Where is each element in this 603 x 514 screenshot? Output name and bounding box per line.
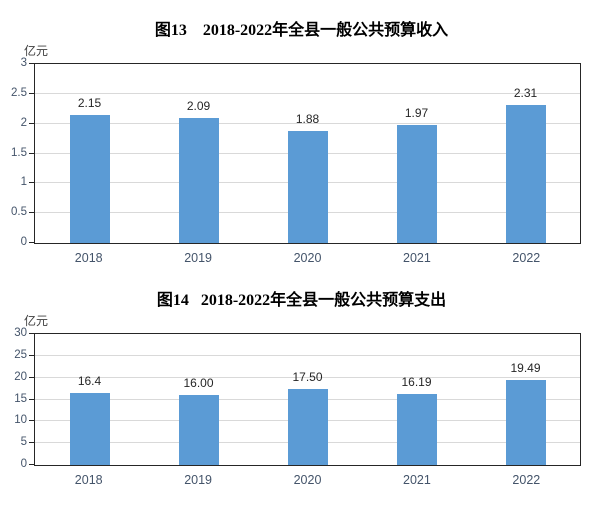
bar-slot-2018: 16.4 bbox=[35, 334, 144, 465]
bar-2020 bbox=[287, 130, 328, 243]
figure13-revenue-chart: 图13 2018-2022年全县一般公共预算收入 亿元 0 0.5 1 1.5 2 2.5… bbox=[0, 20, 603, 266]
x-axis-label-2020: 2020 bbox=[293, 251, 322, 265]
bars-layer: 16.4 16.00 17.50 16.19 19.49 bbox=[35, 334, 580, 465]
y-axis-tick bbox=[29, 398, 34, 400]
y-axis-tick bbox=[29, 242, 34, 243]
gridline bbox=[35, 122, 580, 124]
plot-row: 0 5 10 15 20 25 30 16.4 16.00 17.50 16.19 19.49 bbox=[0, 327, 603, 470]
x-axis-label-2018: 2018 bbox=[74, 473, 103, 487]
y-axis-tick-label: 30 bbox=[14, 327, 27, 339]
y-axis-tick bbox=[29, 122, 34, 124]
x-axis-label-2019: 2019 bbox=[184, 251, 213, 265]
bar-value-label: 1.97 bbox=[404, 106, 429, 121]
bar-2018 bbox=[69, 393, 110, 465]
plot-row: 0 0.5 1 1.5 2 2.5 3 2.15 2.09 1.88 1.97 2.31 bbox=[0, 57, 603, 248]
bar-2022 bbox=[505, 379, 546, 465]
bar-2018 bbox=[69, 114, 110, 243]
y-axis-tick bbox=[29, 333, 34, 334]
y-axis-tick bbox=[29, 92, 34, 94]
x-axis-label-2022: 2022 bbox=[512, 473, 541, 487]
bar-value-label: 19.49 bbox=[510, 360, 541, 375]
y-axis-tick-label: 0.5 bbox=[11, 206, 27, 219]
plot-area: 2.15 2.09 1.88 1.97 2.31 bbox=[29, 63, 581, 244]
x-axis-labels: 2018 2019 2020 2021 2022 bbox=[34, 250, 581, 266]
bar-slot-2020: 1.88 bbox=[253, 64, 362, 243]
bar-slot-2021: 16.19 bbox=[362, 334, 471, 465]
x-axis-label-2021: 2021 bbox=[403, 473, 431, 487]
bar-2021 bbox=[396, 125, 437, 243]
bar-value-label: 2.15 bbox=[77, 95, 102, 110]
y-axis-tick bbox=[29, 442, 34, 444]
x-axis-label-2018: 2018 bbox=[74, 251, 103, 265]
x-axis-label-2021: 2021 bbox=[403, 251, 431, 265]
bar-slot-2019: 2.09 bbox=[144, 64, 253, 243]
bar-2022 bbox=[505, 105, 546, 243]
bar-slot-2020: 17.50 bbox=[253, 334, 362, 465]
y-axis-tick bbox=[29, 212, 34, 214]
bar-2019 bbox=[178, 395, 219, 465]
bar-2019 bbox=[178, 118, 219, 243]
y-axis-tick bbox=[29, 63, 34, 64]
gridline bbox=[35, 92, 580, 94]
bar-slot-2022: 2.31 bbox=[471, 64, 580, 243]
y-axis-tick bbox=[29, 182, 34, 184]
bar-value-label: 2.09 bbox=[186, 99, 211, 114]
y-axis-tick-label: 0 bbox=[20, 458, 27, 470]
y-axis-tick bbox=[29, 152, 34, 154]
y-axis-tick-label: 2.5 bbox=[11, 86, 27, 99]
y-axis-tick-label: 0 bbox=[20, 236, 27, 248]
chart-title-fig13: 图13 2018-2022年全县一般公共预算收入 bbox=[154, 22, 449, 39]
figure14-expenditure-chart: 图14 2018-2022年全县一般公共预算支出 亿元 0 5 10 15 20 25 30… bbox=[0, 290, 603, 488]
bars-layer: 2.15 2.09 1.88 1.97 2.31 bbox=[35, 64, 580, 243]
y-axis-tick bbox=[29, 376, 34, 378]
bar-slot-2019: 16.00 bbox=[144, 334, 253, 465]
y-axis-tick-label: 1.5 bbox=[11, 146, 27, 159]
y-axis-tick bbox=[29, 464, 34, 465]
bar-slot-2018: 2.15 bbox=[35, 64, 144, 243]
y-axis-tick bbox=[29, 354, 34, 356]
x-axis-label-2020: 2020 bbox=[293, 473, 322, 487]
y-axis-tick-label: 3 bbox=[20, 57, 27, 69]
chart-title-fig14: 图14 2018-2022年全县一般公共预算支出 bbox=[156, 292, 447, 309]
y-axis-tick-labels: 0 5 10 15 20 25 30 bbox=[0, 327, 34, 470]
x-axis-label-2019: 2019 bbox=[184, 473, 213, 487]
y-axis-tick bbox=[29, 420, 34, 422]
y-axis-unit-label: 亿元 bbox=[24, 314, 49, 328]
gridline bbox=[35, 354, 580, 356]
y-axis-tick-label: 25 bbox=[14, 348, 27, 361]
bar-2021 bbox=[396, 394, 437, 465]
bar-value-label: 16.19 bbox=[401, 375, 432, 390]
y-axis-tick-label: 2 bbox=[20, 116, 27, 129]
y-axis-unit-label: 亿元 bbox=[24, 44, 49, 58]
bar-value-label: 16.00 bbox=[183, 376, 214, 391]
bar-2020 bbox=[287, 388, 328, 465]
gridline bbox=[35, 376, 580, 378]
bar-value-label: 1.88 bbox=[295, 111, 320, 126]
bar-value-label: 2.31 bbox=[513, 86, 538, 101]
bar-slot-2021: 1.97 bbox=[362, 64, 471, 243]
x-axis-labels: 2018 2019 2020 2021 2022 bbox=[34, 472, 581, 488]
y-axis-tick-label: 15 bbox=[14, 392, 27, 405]
bar-value-label: 17.50 bbox=[292, 369, 323, 384]
y-axis-tick-labels: 0 0.5 1 1.5 2 2.5 3 bbox=[0, 57, 34, 248]
y-axis-tick-label: 10 bbox=[14, 414, 27, 427]
plot-area: 16.4 16.00 17.50 16.19 19.49 bbox=[29, 333, 581, 466]
x-axis-label-2022: 2022 bbox=[512, 251, 541, 265]
bar-slot-2022: 19.49 bbox=[471, 334, 580, 465]
y-axis-tick-label: 5 bbox=[20, 436, 27, 449]
y-axis-tick-label: 20 bbox=[14, 370, 27, 383]
bar-value-label: 16.4 bbox=[77, 374, 102, 389]
y-axis-tick-label: 1 bbox=[20, 176, 27, 189]
